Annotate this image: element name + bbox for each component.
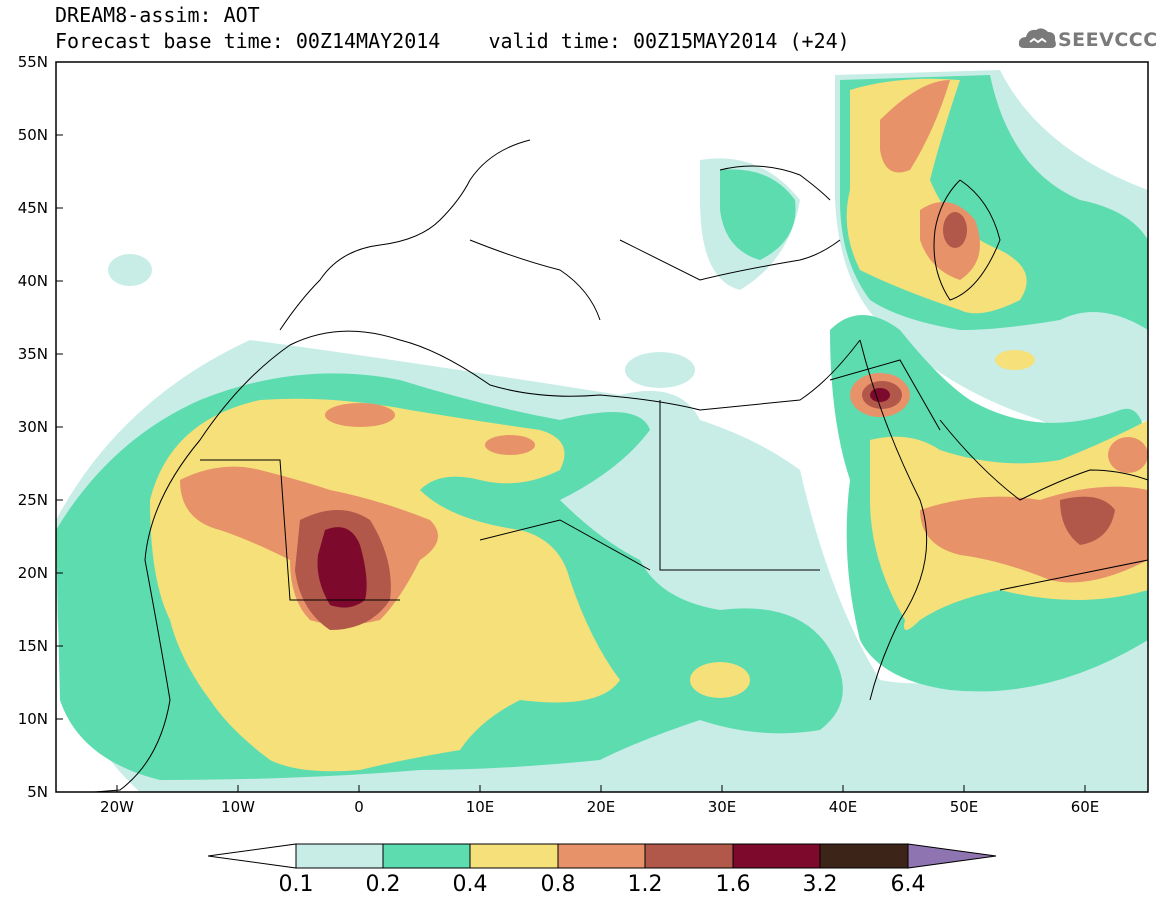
lat-label: 50N [18,126,48,144]
lat-label: 35N [18,345,48,363]
colorbar-segment [382,843,471,869]
logo-text: SEEVCCC [1058,29,1158,51]
colorbar-segment [295,843,384,869]
colorbar-segment [907,843,997,869]
lat-label: 5N [27,783,48,801]
coastlines [87,139,1148,792]
colorbar-label: 3.2 [802,872,838,897]
colorbar-segment [819,843,909,869]
map-title: DREAM8-assim: AOT [55,3,260,27]
lat-label: 30N [18,418,48,436]
lat-label: 45N [18,199,48,217]
lon-label: 20W [100,798,134,816]
colorbar [207,843,997,869]
cloud-icon [1018,28,1056,48]
lon-label: 0 [354,798,364,816]
lat-label: 10N [18,710,48,728]
lat-label: 25N [18,491,48,509]
colorbar-label: 0.8 [540,872,576,897]
lon-label: 50E [950,798,979,816]
lon-label: 10W [221,798,255,816]
colorbar-segment [469,843,559,869]
colorbar-label: 1.2 [627,872,663,897]
colorbar-segment [207,843,297,869]
colorbar-label: 1.6 [715,872,751,897]
colorbar-segment [732,843,821,869]
forecast-times: Forecast base time: 00Z14MAY2014 valid t… [55,29,850,53]
lat-label: 40N [18,272,48,290]
colorbar-segment [644,843,734,869]
lon-label: 30E [708,798,737,816]
lon-label: 10E [466,798,495,816]
lat-label: 20N [18,564,48,582]
colorbar-segment [557,843,646,869]
lon-label: 60E [1071,798,1100,816]
colorbar-label: 0.2 [365,872,401,897]
aot-contours [56,70,1148,792]
colorbar-label: 6.4 [890,872,926,897]
lat-label: 15N [18,637,48,655]
colorbar-label: 0.4 [452,872,488,897]
lat-label: 55N [18,53,48,71]
colorbar-label: 0.1 [278,872,314,897]
lon-label: 40E [829,798,858,816]
lon-label: 20E [587,798,616,816]
